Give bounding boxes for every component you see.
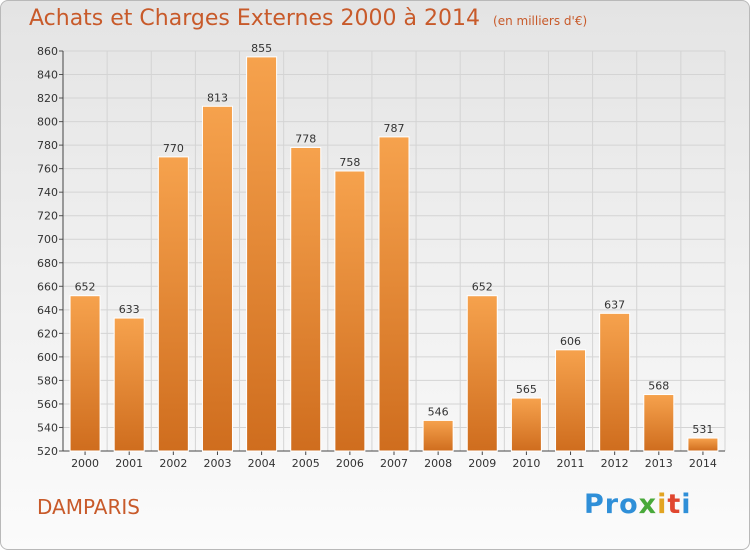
y-tick-label: 580: [37, 374, 58, 387]
y-tick-label: 640: [37, 304, 58, 317]
proxiti-logo: Proxiti: [584, 489, 692, 520]
y-tick-label: 680: [37, 257, 58, 270]
data-label: 606: [560, 335, 581, 348]
x-tick-label: 2003: [203, 457, 231, 470]
logo-part: x: [639, 489, 657, 520]
x-tick-label: 2007: [380, 457, 408, 470]
y-tick-label: 780: [37, 139, 58, 152]
y-tick-label: 620: [37, 327, 58, 340]
x-tick-label: 2006: [336, 457, 364, 470]
data-label: 568: [648, 380, 669, 393]
logo-part: i: [681, 489, 691, 520]
bar-2004: [247, 57, 277, 451]
data-label: 778: [295, 132, 316, 145]
bar-2002: [158, 157, 188, 451]
y-tick-label: 540: [37, 421, 58, 434]
bar-2012: [600, 313, 630, 451]
x-tick-label: 2010: [512, 457, 540, 470]
x-tick-label: 2013: [645, 457, 673, 470]
bar-2011: [556, 350, 586, 451]
bar-2000: [70, 296, 100, 451]
data-label: 855: [251, 42, 272, 55]
data-label: 637: [604, 298, 625, 311]
y-tick-label: 800: [37, 116, 58, 129]
y-tick-label: 760: [37, 163, 58, 176]
data-label: 531: [692, 423, 713, 436]
data-label: 652: [472, 281, 493, 294]
bar-2003: [202, 106, 232, 451]
logo-part: t: [667, 489, 681, 520]
bar-2006: [335, 171, 365, 451]
data-label: 565: [516, 383, 537, 396]
data-label: 633: [119, 303, 140, 316]
y-tick-label: 740: [37, 186, 58, 199]
x-tick-label: 2008: [424, 457, 452, 470]
data-label: 770: [163, 142, 184, 155]
x-tick-label: 2009: [468, 457, 496, 470]
commune-name: DAMPARIS: [37, 495, 140, 519]
x-tick-label: 2004: [248, 457, 276, 470]
bar-2001: [114, 318, 144, 451]
x-axis: 2000 2001 2002 2003 2004 2005 2006 2007 2008 2009…: [63, 451, 725, 470]
x-tick-label: 2005: [292, 457, 320, 470]
bar-2008: [423, 420, 453, 451]
data-label: 758: [339, 156, 360, 169]
x-tick-label: 2002: [159, 457, 187, 470]
y-tick-label: 560: [37, 398, 58, 411]
x-tick-label: 2014: [689, 457, 717, 470]
y-tick-label: 720: [37, 210, 58, 223]
data-label: 546: [428, 405, 449, 418]
x-tick-label: 2011: [557, 457, 585, 470]
bar-2010: [511, 398, 541, 451]
data-label: 787: [384, 122, 405, 135]
y-tick-label: 520: [37, 445, 58, 458]
y-tick-label: 840: [37, 69, 58, 82]
bar-2007: [379, 137, 409, 451]
logo-part: Pro: [584, 489, 639, 520]
bars: [70, 57, 718, 451]
x-tick-label: 2000: [71, 457, 99, 470]
bar-2005: [291, 147, 321, 451]
y-tick-label: 820: [37, 92, 58, 105]
y-tick-label: 660: [37, 280, 58, 293]
x-tick-label: 2001: [115, 457, 143, 470]
x-tick-label: 2012: [601, 457, 629, 470]
logo-part: i: [657, 489, 667, 520]
bar-2014: [688, 438, 718, 451]
y-tick-label: 700: [37, 233, 58, 246]
y-tick-label: 600: [37, 351, 58, 364]
bar-2013: [644, 395, 674, 451]
y-tick-label: 860: [37, 45, 58, 58]
data-label: 652: [75, 281, 96, 294]
y-axis: 520 540 560 580 600 620 640 660 680 700 720 740 760 7…: [37, 45, 63, 458]
bar-2009: [467, 296, 497, 451]
data-label: 813: [207, 91, 228, 104]
